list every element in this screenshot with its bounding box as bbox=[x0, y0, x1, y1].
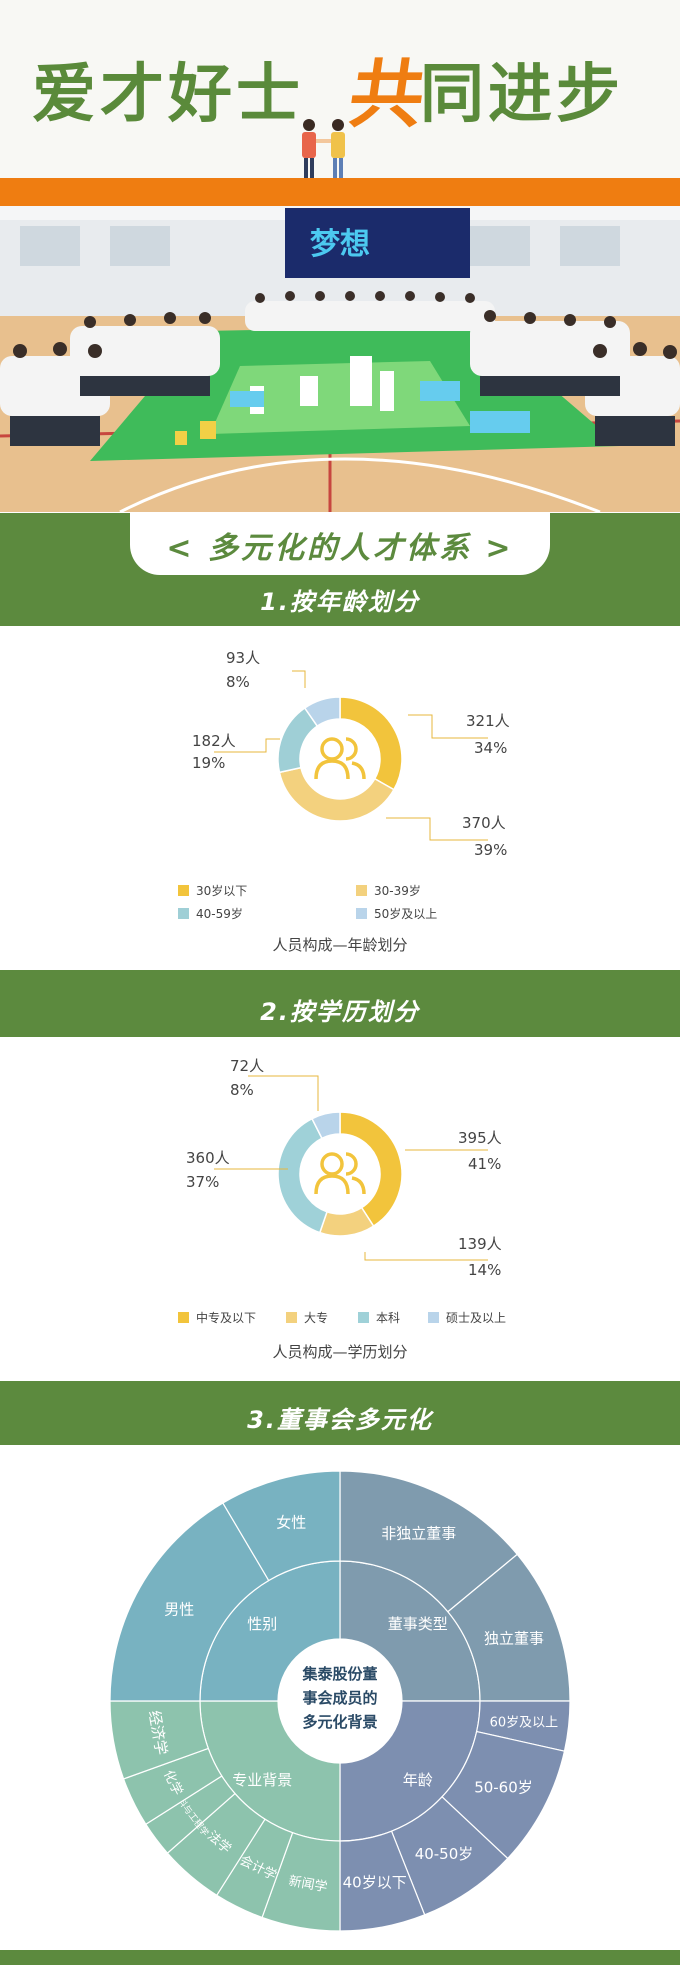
sunburst-inner-label-2: 专业背景 bbox=[232, 1771, 292, 1789]
age-pct-0: 34% bbox=[474, 739, 508, 757]
section-2-band bbox=[0, 970, 680, 1037]
age-caption: 人员构成—年龄划分 bbox=[272, 936, 408, 954]
people-icon bbox=[314, 1152, 366, 1195]
title-right: 同进步 bbox=[420, 58, 624, 132]
sunburst-inner-label-0: 董事类型 bbox=[388, 1615, 448, 1633]
sunburst-inner-label-3: 性别 bbox=[247, 1615, 277, 1633]
education-label-0: 395人 bbox=[458, 1129, 502, 1147]
people-icon bbox=[314, 737, 366, 780]
section-3-band bbox=[0, 1381, 680, 1445]
age-slice-3 bbox=[303, 696, 341, 728]
age-label-2: 182人 bbox=[192, 732, 236, 750]
orange-divider bbox=[0, 178, 680, 206]
sunburst-outer-label-1: 独立董事 bbox=[484, 1629, 544, 1647]
section-1-title: 1.按年龄划分 bbox=[260, 588, 420, 616]
sunburst-outer-label-13: 女性 bbox=[276, 1514, 306, 1532]
hero-header: 爱才好士 共 同进步 bbox=[0, 0, 680, 205]
education-legend-0: 中专及以下 bbox=[178, 1309, 256, 1326]
age-legend-1: 30-39岁 bbox=[356, 882, 421, 899]
education-donut-chart bbox=[214, 1075, 488, 1261]
sunburst-outer-label-4: 40-50岁 bbox=[415, 1845, 474, 1863]
sunburst-center-line-1: 集泰股份董 bbox=[301, 1665, 377, 1683]
education-pct-3: 8% bbox=[230, 1081, 254, 1099]
education-pct-2: 37% bbox=[186, 1173, 220, 1191]
main-title: < 多元化的人才体系 > bbox=[166, 531, 514, 566]
education-label-3: 72人 bbox=[230, 1057, 265, 1075]
age-pct-3: 8% bbox=[226, 673, 250, 691]
age-label-3: 93人 bbox=[226, 649, 261, 667]
age-pct-2: 19% bbox=[192, 754, 226, 772]
sunburst-inner-label-1: 年龄 bbox=[403, 1771, 433, 1789]
age-donut-chart bbox=[214, 670, 488, 841]
age-legend-2: 40-59岁 bbox=[178, 905, 243, 922]
age-panel: 321人 34% 370人 39% 182人 19% 93人 8% 30岁以下 … bbox=[0, 626, 680, 970]
team-photo: 梦想 bbox=[0, 206, 680, 512]
education-legend-3: 硕士及以上 bbox=[428, 1309, 506, 1326]
education-slice-3 bbox=[311, 1111, 341, 1140]
age-pct-1: 39% bbox=[474, 841, 508, 859]
board-panel: 董事类型年龄 专业背景 性别 非独立董事独立董事 60岁及以上 50-60岁 40-50岁 4… bbox=[0, 1445, 680, 1950]
section-3-title: 3.董事会多元化 bbox=[247, 1406, 433, 1434]
education-legend-1: 大专 bbox=[286, 1309, 328, 1326]
sunburst-center-line-2: 事会成员的 bbox=[302, 1689, 377, 1707]
education-label-2: 360人 bbox=[186, 1149, 230, 1167]
education-label-1: 139人 bbox=[458, 1235, 502, 1253]
education-slice-2 bbox=[277, 1117, 328, 1234]
title-left: 爱才好士 bbox=[32, 58, 304, 132]
handshake-figures-icon bbox=[302, 119, 345, 188]
education-pct-1: 14% bbox=[468, 1261, 502, 1279]
education-panel: 395人 41% 139人 14% 360人 37% 72人 8% 中专及以下 … bbox=[0, 1037, 680, 1381]
banner-text: 梦想 bbox=[310, 227, 370, 262]
sunburst-outer-label-5: 40岁以下 bbox=[343, 1874, 407, 1892]
sunburst-outer-label-2: 60岁及以上 bbox=[490, 1715, 559, 1730]
sunburst-center-line-3: 多元化背景 bbox=[302, 1713, 377, 1731]
education-slice-0 bbox=[339, 1111, 403, 1228]
age-label-0: 321人 bbox=[466, 712, 510, 730]
education-legend-2: 本科 bbox=[358, 1309, 400, 1326]
hero-title: 爱才好士 共 同进步 bbox=[0, 50, 680, 140]
sunburst-outer-segment-13 bbox=[222, 1470, 341, 1582]
age-label-1: 370人 bbox=[462, 814, 506, 832]
age-legend-0: 30岁以下 bbox=[178, 882, 247, 899]
section-2-title: 2.按学历划分 bbox=[260, 998, 420, 1026]
sunburst-outer-label-3: 50-60岁 bbox=[474, 1779, 533, 1797]
sunburst-outer-label-6: 新闻学 bbox=[287, 1873, 328, 1895]
sunburst-outer-label-0: 非独立董事 bbox=[381, 1525, 456, 1543]
education-caption: 人员构成—学历划分 bbox=[272, 1343, 408, 1361]
sunburst-outer-label-12: 男性 bbox=[164, 1600, 194, 1618]
age-legend-3: 50岁及以上 bbox=[356, 905, 437, 922]
main-title-pill: < 多元化的人才体系 > bbox=[130, 513, 550, 575]
bottom-bar bbox=[0, 1950, 680, 1965]
education-pct-0: 41% bbox=[468, 1155, 502, 1173]
